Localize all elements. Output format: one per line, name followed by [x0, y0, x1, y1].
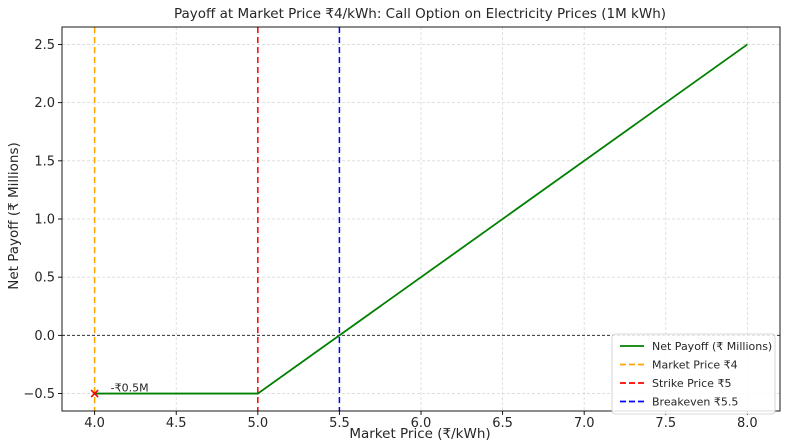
marker-x-stroke-b [90, 389, 99, 398]
x-tick-label-7: 7.5 [655, 416, 676, 431]
y-tick-label-2: 0.5 [34, 271, 55, 286]
x-tick-label-1: 4.5 [166, 416, 187, 431]
marker-0 [90, 389, 99, 398]
x-axis-label: Market Price (₹/kWh) [349, 426, 490, 442]
series-line-0 [94, 43, 748, 395]
y-tick-label-0: −0.5 [23, 387, 55, 402]
x-tick-label-5: 6.5 [492, 416, 513, 431]
legend-box [611, 333, 776, 415]
y-axis-label: Net Payoff (₹ Millions) [6, 142, 22, 290]
legend-label-3: Breakeven ₹5.5 [652, 396, 738, 409]
marker-annotation-0: -₹0.5M [111, 382, 149, 395]
legend-label-2: Strike Price ₹5 [652, 377, 731, 390]
y-tick-label-5: 2.0 [34, 96, 55, 111]
y-tick-label-6: 2.5 [34, 38, 55, 53]
x-tick-label-0: 4.0 [84, 416, 105, 431]
x-tick-label-4: 6.0 [411, 416, 432, 431]
x-tick-label-8: 8.0 [737, 416, 758, 431]
legend: Net Payoff (₹ Millions) Market Price ₹4 St… [611, 333, 776, 415]
x-tick-label-3: 5.5 [329, 416, 350, 431]
y-tick-label-1: 0.0 [34, 329, 55, 344]
legend-label-1: Market Price ₹4 [652, 359, 738, 372]
x-tick-label-2: 5.0 [247, 416, 268, 431]
plot-area: -₹0.5M 4.0 4.5 5.0 5.5 6.0 6.5 7.0 7.5 8.0 −0.5 0.0… [23, 26, 781, 431]
legend-label-0: Net Payoff (₹ Millions) [652, 340, 772, 353]
x-tick-label-6: 7.0 [574, 416, 595, 431]
chart-title: Payoff at Market Price ₹4/kWh: Call Opti… [174, 6, 666, 22]
y-tick-label-4: 1.5 [34, 154, 55, 169]
y-tick-label-3: 1.0 [34, 213, 55, 228]
